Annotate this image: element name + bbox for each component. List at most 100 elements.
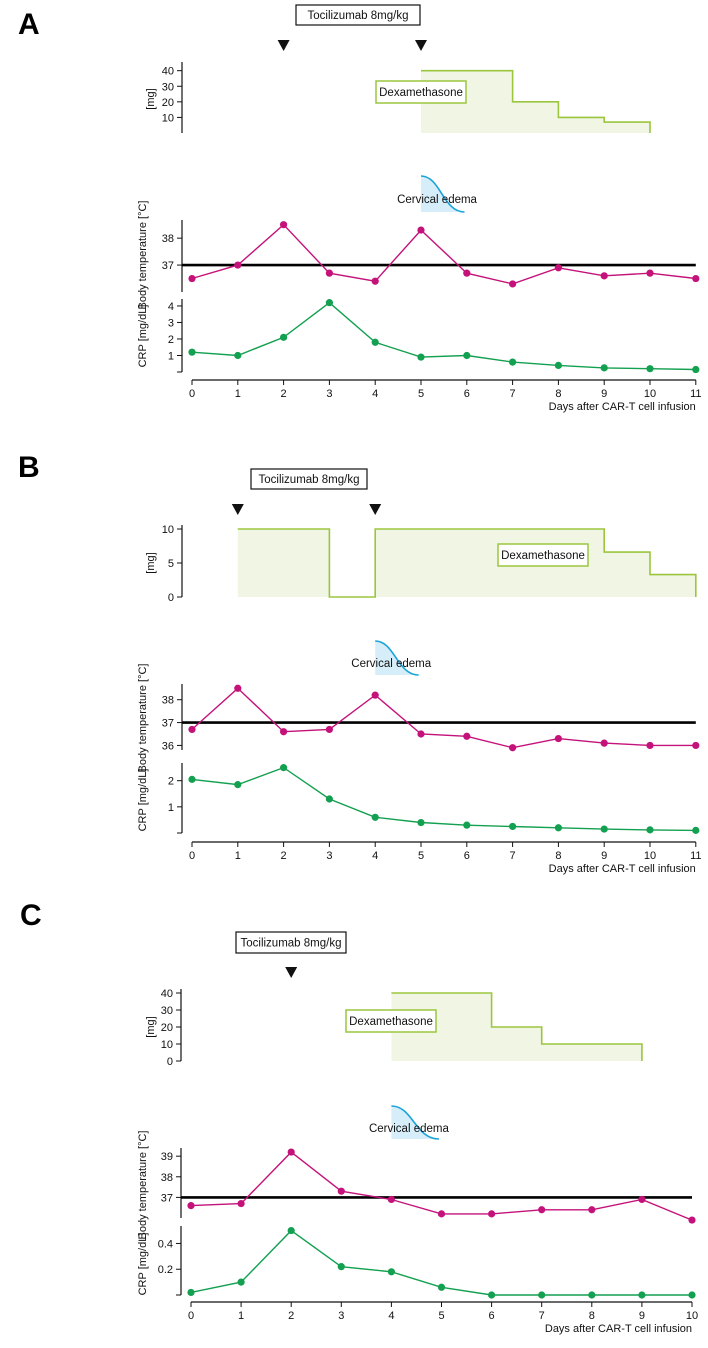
temperature-series-line: [191, 223, 696, 285]
crp-point: [234, 781, 242, 789]
crp-point: [188, 775, 196, 783]
edema-label: Cervical edema: [369, 1123, 449, 1135]
dexamethasone-y-tick-label: 40: [161, 988, 173, 1000]
x-tick-label: 4: [388, 1310, 394, 1322]
temperature-point: [538, 1206, 546, 1214]
crp-y-label: CRP [mg/dL]: [137, 305, 149, 368]
dexamethasone-y-tick-label: 30: [162, 81, 174, 93]
edema-label: Cervical edema: [397, 194, 477, 206]
dexamethasone-label: Dexamethasone: [501, 550, 585, 562]
crp-y-tick-label: 0.4: [158, 1238, 173, 1250]
x-tick-label: 0: [189, 388, 195, 400]
edema-curve: [375, 640, 419, 676]
panel-letter: A: [18, 8, 40, 41]
dexamethasone-label: Dexamethasone: [349, 1016, 433, 1028]
x-tick-label: 1: [238, 1310, 244, 1322]
x-tick-label: 9: [639, 1310, 645, 1322]
dexamethasone-y-tick-label: 10: [162, 524, 174, 536]
tocilizumab-box: [295, 4, 421, 26]
x-tick-label: 8: [555, 850, 561, 862]
temperature-series-line: [191, 687, 696, 749]
dexamethasone-y-tick-label: 10: [161, 1039, 173, 1051]
crp-point: [325, 795, 333, 803]
x-tick-label: 11: [690, 850, 701, 862]
crp-point: [646, 365, 654, 373]
x-tick-label: 1: [235, 388, 241, 400]
dexamethasone-y-tick-label: 5: [168, 558, 174, 570]
temperature-point: [554, 734, 563, 743]
x-tick-label: 10: [686, 1310, 698, 1322]
dexamethasone-label-box: [375, 80, 467, 104]
x-tick-label: 2: [281, 850, 287, 862]
temperature-y-label: Body temperature [°C]: [137, 1131, 149, 1240]
x-tick-label: 0: [188, 1310, 194, 1322]
dexamethasone-y-label: [mg]: [145, 1016, 157, 1037]
temperature-point: [280, 728, 288, 736]
x-tick-label: 4: [372, 388, 378, 400]
x-tick-label: 5: [438, 1310, 444, 1322]
x-tick-label: 5: [418, 388, 424, 400]
tocilizumab-marker-icon: [285, 967, 298, 978]
crp-point: [692, 365, 700, 374]
x-tick-label: 7: [510, 850, 516, 862]
x-tick-label: 10: [644, 388, 656, 400]
tocilizumab-label: Tocilizumab 8mg/kg: [308, 10, 409, 22]
dexamethasone-label-box: [345, 1009, 437, 1033]
crp-y-tick-label: 4: [168, 301, 174, 313]
crp-series-line: [191, 766, 696, 832]
temperature-point: [600, 739, 608, 747]
edema-curve: [420, 175, 465, 213]
temperature-y-tick-label: 37: [161, 1192, 173, 1204]
temperature-point: [463, 732, 471, 740]
crp-point: [600, 825, 608, 833]
crp-point: [188, 348, 196, 356]
crp-point: [692, 826, 700, 834]
x-tick-label: 3: [326, 388, 332, 400]
crp-point: [325, 299, 333, 307]
x-axis-title: Days after CAR-T cell infusion: [549, 401, 696, 413]
temperature-point: [371, 691, 379, 699]
crp-point: [688, 1291, 696, 1299]
x-axis-title: Days after CAR-T cell infusion: [545, 1323, 692, 1335]
x-tick-label: 4: [372, 850, 378, 862]
crp-point: [600, 364, 608, 372]
dexamethasone-y-label: [mg]: [145, 88, 157, 109]
crp-point: [280, 764, 288, 772]
temperature-point: [463, 269, 471, 277]
temperature-y-tick-label: 36: [162, 740, 174, 752]
crp-point: [463, 351, 471, 360]
crp-y-tick-label: 3: [168, 317, 174, 329]
crp-point: [280, 333, 288, 341]
crp-point: [638, 1291, 646, 1299]
temperature-y-tick-label: 38: [162, 695, 174, 707]
x-tick-label: 6: [489, 1310, 495, 1322]
temperature-point: [287, 1148, 295, 1156]
x-tick-label: 2: [281, 388, 287, 400]
temperature-point: [488, 1210, 496, 1218]
x-tick-label: 1: [235, 850, 241, 862]
tocilizumab-label: Tocilizumab 8mg/kg: [259, 474, 360, 486]
crp-point: [371, 338, 379, 346]
tocilizumab-label: Tocilizumab 8mg/kg: [241, 938, 342, 950]
crp-y-tick-label: 2: [168, 776, 174, 788]
tocilizumab-box: [235, 931, 347, 954]
dexamethasone-line: [237, 528, 697, 598]
crp-point: [554, 361, 563, 369]
crp-y-tick-label: 2: [168, 334, 174, 346]
temperature-point: [508, 280, 517, 288]
crp-point: [234, 351, 242, 360]
temperature-point: [387, 1195, 395, 1204]
crp-point: [538, 1291, 546, 1299]
crp-point: [187, 1288, 195, 1297]
panel-letter: B: [18, 451, 40, 484]
temperature-point: [692, 274, 700, 283]
dexamethasone-y-tick-label: 40: [162, 66, 174, 78]
crp-point: [646, 826, 654, 834]
dexamethasone-y-tick-label: 30: [161, 1005, 173, 1017]
x-tick-label: 6: [464, 388, 470, 400]
dexamethasone-y-label: [mg]: [145, 552, 157, 573]
temperature-point: [371, 277, 379, 285]
temperature-point: [234, 684, 242, 692]
temperature-point: [508, 744, 517, 752]
